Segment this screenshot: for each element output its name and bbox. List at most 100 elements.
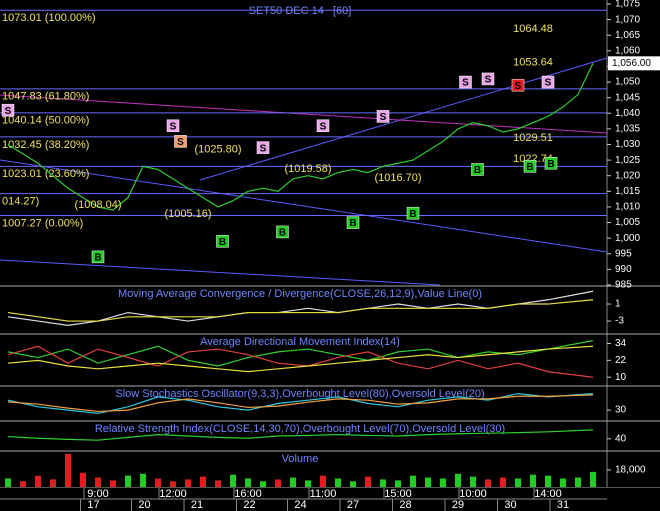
- volume-bar: [305, 480, 311, 487]
- volume-bar: [560, 478, 566, 487]
- volume-bar: [95, 477, 101, 487]
- y-tick-label: 1,010: [615, 202, 640, 213]
- signal-label: B: [547, 159, 554, 170]
- date-label: 20: [138, 499, 150, 511]
- volume-bar: [200, 476, 206, 487]
- signal-label: S: [545, 78, 552, 89]
- y-tick-label: 18,000: [615, 465, 646, 476]
- volume-bar: [425, 477, 431, 487]
- trend-line: [0, 94, 608, 134]
- volume-bar: [350, 481, 356, 487]
- signal-label: S: [485, 75, 492, 86]
- trend-line: [0, 259, 441, 286]
- y-tick-label: 1,065: [615, 30, 640, 41]
- volume-bar: [80, 472, 86, 487]
- y-tick-label: 1,020: [615, 170, 640, 181]
- volume-bar: [50, 479, 56, 487]
- volume-bar: [380, 479, 386, 487]
- volume-bar: [335, 478, 341, 487]
- volume-bar: [470, 476, 476, 487]
- series-line: [7, 299, 594, 322]
- price-annotation: 1064.48: [513, 23, 553, 35]
- signal-label: B: [349, 218, 356, 229]
- last-price-box: [608, 56, 660, 71]
- volume-bar: [365, 476, 371, 487]
- panel-title: SET50 DEC 14 [60]: [249, 5, 352, 17]
- signal-marker: [166, 119, 180, 133]
- signal-label: B: [219, 237, 226, 248]
- time-label: 10:00: [459, 488, 487, 500]
- volume-bar: [125, 475, 131, 487]
- signal-label: B: [474, 165, 481, 176]
- signal-label: B: [279, 228, 286, 239]
- volume-bar: [590, 471, 596, 487]
- price-annotation: 1053.64: [513, 57, 553, 69]
- volume-bar: [485, 479, 491, 487]
- y-tick-label: 1,030: [615, 139, 640, 150]
- volume-bar: [110, 480, 116, 487]
- volume-bar: [545, 475, 551, 487]
- panel-title: Slow Stochastics Oscillator(9,3,3),Overb…: [115, 388, 484, 400]
- y-tick-label: 1,040: [615, 108, 640, 119]
- signal-label: S: [320, 121, 327, 132]
- volume-bar: [515, 478, 521, 487]
- trend-line: [199, 57, 608, 181]
- signal-marker: [511, 78, 525, 92]
- signal-marker: [481, 72, 495, 86]
- series-line: [7, 429, 594, 441]
- price-annotation: 1029.51: [513, 132, 553, 144]
- signal-label: S: [177, 137, 184, 148]
- signal-marker: [471, 163, 484, 176]
- date-label: 17: [87, 499, 99, 511]
- time-label: 14:00: [534, 488, 562, 500]
- volume-bar: [65, 453, 71, 487]
- signal-marker: [523, 160, 537, 173]
- series-line: [7, 63, 594, 211]
- series-line: [7, 345, 594, 378]
- price-annotation: (1005.16): [164, 208, 211, 220]
- volume-bar: [245, 478, 251, 487]
- y-tick-label: 30: [615, 405, 627, 416]
- signal-marker: [91, 250, 105, 264]
- volume-bar: [170, 481, 176, 487]
- volume-bar: [500, 477, 506, 487]
- panel-title: Volume: [282, 453, 319, 465]
- volume-bar: [140, 473, 146, 487]
- price-annotation: (1016.70): [374, 172, 421, 184]
- series-line: [7, 290, 594, 326]
- series-line: [7, 394, 594, 413]
- volume-bar: [290, 477, 296, 487]
- y-tick-label: 1,050: [615, 77, 640, 88]
- level-label: 1040.14 (50.00%): [2, 115, 89, 127]
- y-tick-label: 1,025: [615, 155, 640, 166]
- time-label: 9:00: [87, 488, 108, 500]
- volume-bar: [320, 475, 326, 487]
- signal-marker: [459, 75, 472, 89]
- date-label: 30: [504, 499, 516, 511]
- volume-bar: [260, 481, 266, 487]
- y-tick-label: 995: [615, 248, 632, 259]
- signal-label: S: [462, 78, 469, 89]
- signal-marker: [406, 206, 420, 220]
- date-label: 24: [294, 499, 306, 511]
- price-annotation: 1022.74: [513, 153, 553, 165]
- date-label: 22: [243, 499, 255, 511]
- signal-marker: [1, 103, 15, 117]
- signal-marker: [276, 225, 289, 239]
- y-tick-label: 1,075: [615, 0, 640, 10]
- panel-title: Average Directional Movement Index(14): [200, 336, 400, 348]
- signal-label: S: [170, 121, 177, 132]
- volume-bar: [155, 478, 161, 487]
- signal-label: S: [380, 112, 387, 123]
- signal-marker: [174, 135, 187, 148]
- volume-bar: [275, 479, 281, 487]
- y-tick-label: 10: [615, 372, 627, 383]
- signal-marker: [316, 119, 330, 133]
- trend-line: [0, 159, 608, 253]
- time-label: 11:00: [310, 488, 337, 500]
- signal-marker: [541, 75, 555, 89]
- y-tick-label: 1,005: [615, 217, 640, 228]
- signal-marker: [346, 216, 360, 229]
- series-line: [7, 392, 594, 415]
